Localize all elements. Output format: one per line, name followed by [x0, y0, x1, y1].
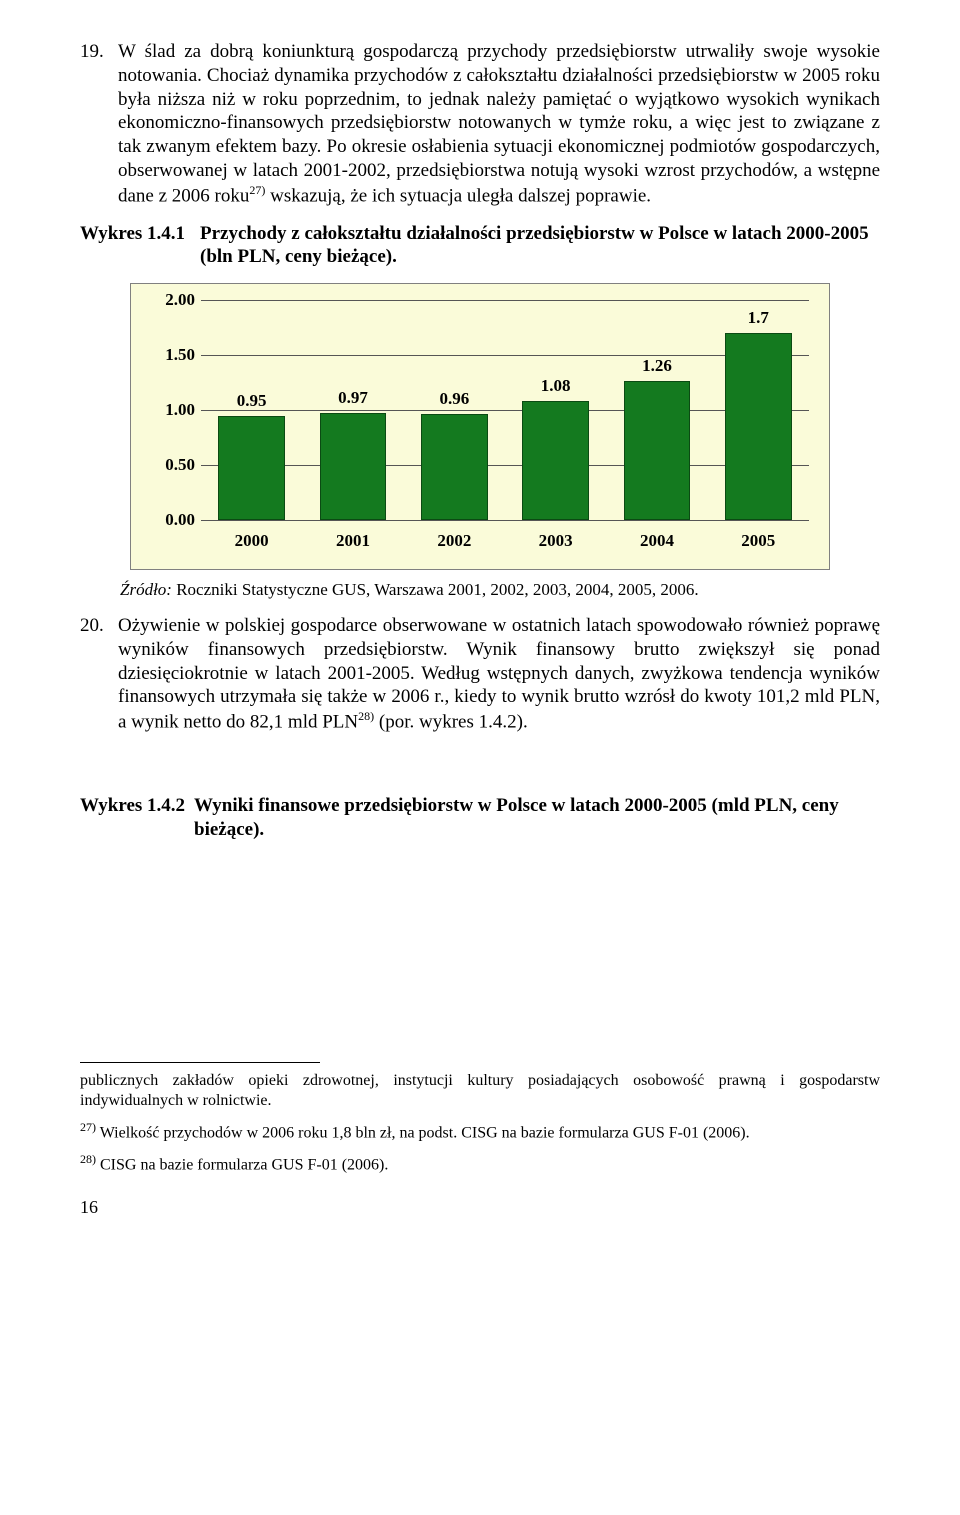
chart-bar-value: 0.96 — [422, 389, 487, 409]
footnote-divider — [80, 1062, 320, 1063]
paragraph-20: 20. Ożywienie w polskiej gospodarce obse… — [80, 614, 880, 734]
chart-x-label: 2001 — [302, 521, 403, 551]
chart-container: 2.00 1.50 1.00 0.50 0.00 0.95 0.97 0.96 1.08 1.26… — [130, 283, 830, 570]
chart-x-label: 2000 — [201, 521, 302, 551]
chart-plot-area: 2.001.501.000.500.000.950.970.961.081.26… — [201, 300, 809, 520]
chart-title-text: Wyniki finansowe przedsiębiorstw w Polsc… — [194, 794, 880, 842]
chart-bar-value: 1.08 — [523, 376, 588, 396]
chart-x-label: 2005 — [708, 521, 809, 551]
chart-y-label: 2.00 — [151, 290, 195, 310]
footnote-27-text: Wielkość przychodów w 2006 roku 1,8 bln … — [96, 1125, 750, 1142]
chart-bar-column: 0.97 — [302, 300, 403, 520]
chart-label: Wykres 1.4.1 — [80, 222, 200, 270]
chart-x-label: 2004 — [606, 521, 707, 551]
chart-x-label: 2002 — [404, 521, 505, 551]
footnote-27: 27) Wielkość przychodów w 2006 roku 1,8 … — [80, 1120, 880, 1144]
superscript-ref-28: 28) — [358, 709, 374, 723]
chart-2-title: Wykres 1.4.2 Wyniki finansowe przedsiębi… — [80, 794, 880, 842]
para-number: 19. — [80, 40, 118, 208]
chart-bar: 1.7 — [725, 333, 792, 520]
para-body: Ożywienie w polskiej gospodarce obserwow… — [118, 614, 880, 734]
page-number: 16 — [80, 1197, 880, 1218]
chart-bar-value: 0.97 — [321, 388, 386, 408]
chart-source: Źródło: Roczniki Statystyczne GUS, Warsz… — [120, 580, 880, 600]
para-number: 20. — [80, 614, 118, 734]
source-text: Roczniki Statystyczne GUS, Warszawa 2001… — [172, 580, 699, 599]
chart-bar: 0.95 — [218, 416, 285, 521]
footnote-continuation: publicznych zakładów opieki zdrowotnej, … — [80, 1071, 880, 1113]
chart-bars: 0.95 0.97 0.96 1.08 1.26 1.7 — [201, 300, 809, 520]
chart-1-title: Wykres 1.4.1 Przychody z całokształtu dz… — [80, 222, 880, 270]
chart-bar-value: 1.26 — [625, 356, 690, 376]
chart-bar-value: 1.7 — [726, 308, 791, 328]
paragraph-19: 19. W ślad za dobrą koniunkturą gospodar… — [80, 40, 880, 208]
chart-y-label: 0.50 — [151, 455, 195, 475]
bar-chart: 2.00 1.50 1.00 0.50 0.00 0.95 0.97 0.96 1.08 1.26… — [130, 283, 830, 570]
chart-title-text: Przychody z całokształtu działalności pr… — [200, 222, 880, 270]
para-body: W ślad za dobrą koniunkturą gospodarczą … — [118, 40, 880, 208]
footnote-28-text: CISG na bazie formularza GUS F-01 (2006)… — [96, 1157, 388, 1174]
footnote-28-sup: 28) — [80, 1152, 96, 1166]
source-prefix: Źródło: — [120, 580, 172, 599]
chart-bar: 0.97 — [320, 413, 387, 520]
superscript-ref-27: 27) — [249, 183, 265, 197]
chart-bar-column: 1.26 — [606, 300, 707, 520]
chart-y-label: 1.00 — [151, 400, 195, 420]
document-page: 19. W ślad za dobrą koniunkturą gospodar… — [0, 0, 960, 1515]
para-text-a: W ślad za dobrą koniunkturą gospodarczą … — [118, 41, 880, 206]
chart-x-axis: 200020012002200320042005 — [201, 520, 809, 551]
chart-label: Wykres 1.4.2 — [80, 794, 200, 842]
chart-bar-column: 0.96 — [404, 300, 505, 520]
chart-bar-column: 1.08 — [505, 300, 606, 520]
para-text-b: wskazują, że ich sytuacja uległa dalszej… — [265, 185, 651, 206]
chart-bar: 1.08 — [522, 401, 589, 520]
chart-bar-column: 0.95 — [201, 300, 302, 520]
chart-x-label: 2003 — [505, 521, 606, 551]
chart-bar: 1.26 — [624, 381, 691, 520]
chart-bar-value: 0.95 — [219, 391, 284, 411]
chart-bar: 0.96 — [421, 414, 488, 520]
chart-y-label: 1.50 — [151, 345, 195, 365]
footnote-27-sup: 27) — [80, 1120, 96, 1134]
chart-gridline — [201, 520, 809, 521]
para-text-b: (por. wykres 1.4.2). — [374, 711, 528, 732]
footnote-28: 28) CISG na bazie formularza GUS F-01 (2… — [80, 1152, 880, 1176]
chart-y-label: 0.00 — [151, 510, 195, 530]
chart-bar-column: 1.7 — [708, 300, 809, 520]
